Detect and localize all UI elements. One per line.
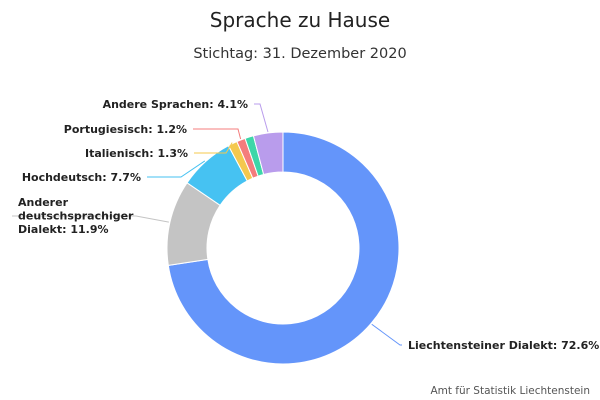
connector-hochdeutsch — [147, 160, 206, 178]
label-italienisch: Italienisch: 1.3% — [85, 147, 188, 160]
label-andere-sprachen: Andere Sprachen: 4.1% — [103, 98, 248, 111]
labels-group: Liechtensteiner Dialekt: 72.6% Anderer deu… — [18, 98, 599, 352]
label-portugiesisch: Portugiesisch: 1.2% — [64, 123, 187, 136]
label-anderer-deutschsprachiger-dialekt: Anderer deutschsprachiger Dialekt: 11.9% — [18, 196, 134, 236]
chart-title: Sprache zu Hause — [210, 8, 390, 32]
chart-subtitle: Stichtag: 31. Dezember 2020 — [193, 46, 406, 62]
label-liechtensteiner-dialekt: Liechtensteiner Dialekt: 72.6% — [408, 339, 599, 352]
connector-anderer-deutschsprachiger-dialekt — [12, 215, 169, 223]
slice-liechtensteiner-dialekt[interactable] — [167, 131, 400, 365]
connectors-group — [12, 103, 402, 346]
connector-portugiesisch — [193, 128, 242, 140]
chart-credit[interactable]: Amt für Statistik Liechtenstein — [430, 385, 590, 397]
slices-group — [166, 131, 400, 365]
slice-andere-sprachen[interactable] — [252, 131, 284, 176]
connector-italienisch — [194, 142, 233, 154]
connector-andere-sprachen — [254, 103, 269, 133]
connector-liechtensteiner-dialekt — [371, 323, 402, 346]
label-hochdeutsch: Hochdeutsch: 7.7% — [22, 171, 141, 184]
